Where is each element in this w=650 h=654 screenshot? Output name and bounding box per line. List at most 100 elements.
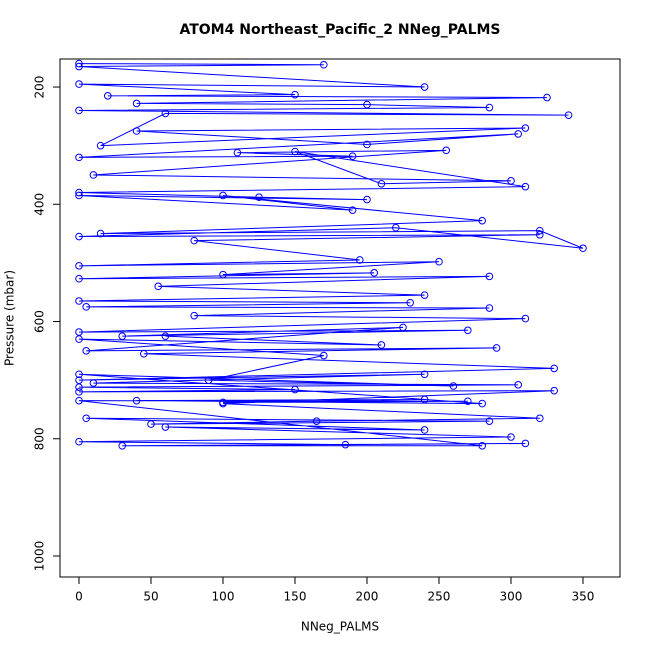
data-point [219, 191, 227, 200]
data-point [132, 99, 141, 108]
data-point [161, 332, 170, 340]
data-point [75, 297, 83, 305]
data-point [89, 379, 98, 387]
data-point [399, 323, 407, 332]
data-point [420, 291, 429, 299]
data-point [140, 349, 148, 358]
data-point [219, 398, 227, 407]
data-point [75, 188, 83, 197]
data-point [377, 179, 386, 188]
data-point [75, 437, 83, 446]
data-point [543, 93, 551, 102]
chart-title: ATOM4 Northeast_Pacific_2 NNeg_PALMS [179, 22, 500, 38]
data-point [463, 326, 472, 335]
data-point [514, 130, 522, 138]
plot-frame [59, 58, 621, 578]
data-point [485, 417, 494, 425]
data-point [514, 381, 522, 389]
data-point [75, 191, 83, 200]
data-point [564, 111, 573, 119]
data-point [255, 193, 263, 202]
data-point [75, 388, 83, 396]
data-point [147, 420, 155, 428]
data-point [132, 396, 141, 405]
data-point [75, 153, 83, 162]
data-point [161, 109, 170, 118]
data-point [75, 106, 83, 115]
data-point [75, 335, 83, 343]
data-point [420, 83, 429, 91]
x-tick-label: 350 [572, 590, 595, 604]
data-point [355, 256, 364, 264]
data-point [348, 152, 357, 160]
data-point [550, 386, 558, 395]
data-point [75, 262, 83, 270]
data-point [492, 344, 501, 352]
data-point [291, 147, 299, 156]
y-tick-label: 1000 [33, 541, 47, 572]
data-point [521, 314, 530, 323]
data-point [485, 103, 494, 112]
x-axis-label: NNeg_PALMS [301, 620, 379, 634]
data-point [75, 383, 83, 391]
data-point [291, 385, 299, 394]
data-point [75, 59, 83, 68]
data-point [550, 364, 558, 373]
data-point [320, 60, 328, 69]
y-axis-label: Pressure (mbar) [3, 270, 17, 366]
data-point [485, 304, 494, 312]
data-point [535, 226, 544, 235]
x-tick-label: 150 [284, 590, 307, 604]
data-point [341, 440, 350, 449]
data-point [75, 370, 83, 379]
x-tick-label: 100 [212, 590, 235, 604]
data-point [75, 396, 83, 405]
data-point [154, 282, 163, 291]
data-point [363, 140, 371, 149]
data-point [348, 206, 357, 214]
data-point [521, 439, 530, 448]
data-point [463, 397, 472, 406]
data-point [132, 127, 141, 135]
x-tick-label: 250 [428, 590, 451, 604]
data-point [521, 182, 530, 191]
data-point [377, 341, 386, 349]
data-point [420, 395, 429, 404]
data-point [89, 171, 98, 179]
data-point [312, 417, 321, 425]
data-point [507, 433, 515, 441]
data-point [579, 244, 587, 253]
data-point [118, 441, 127, 450]
data-point [535, 414, 544, 423]
data-point [118, 332, 127, 340]
x-tick-label: 50 [143, 590, 158, 604]
data-line [78, 63, 584, 447]
data-point [75, 80, 83, 88]
data-point [219, 270, 227, 279]
y-tick-label: 800 [33, 427, 47, 450]
data-point [363, 100, 371, 109]
data-point [435, 257, 443, 266]
data-point [485, 272, 494, 281]
data-point [204, 376, 213, 384]
data-point [82, 303, 91, 311]
x-tick-label: 0 [75, 590, 83, 604]
data-point [507, 177, 515, 185]
data-point [535, 230, 544, 239]
data-point [449, 382, 458, 390]
data-point [190, 236, 199, 245]
x-tick-label: 300 [500, 590, 523, 604]
data-point [96, 141, 105, 150]
y-tick-label: 400 [33, 193, 47, 216]
data-point [75, 232, 83, 241]
data-point [363, 195, 371, 204]
data-point [82, 347, 91, 355]
y-tick-label: 200 [33, 76, 47, 99]
data-point [190, 311, 199, 320]
data-point [391, 223, 400, 232]
data-point [420, 370, 429, 379]
data-point [233, 148, 242, 157]
data-point [442, 146, 450, 155]
data-point [320, 351, 328, 360]
